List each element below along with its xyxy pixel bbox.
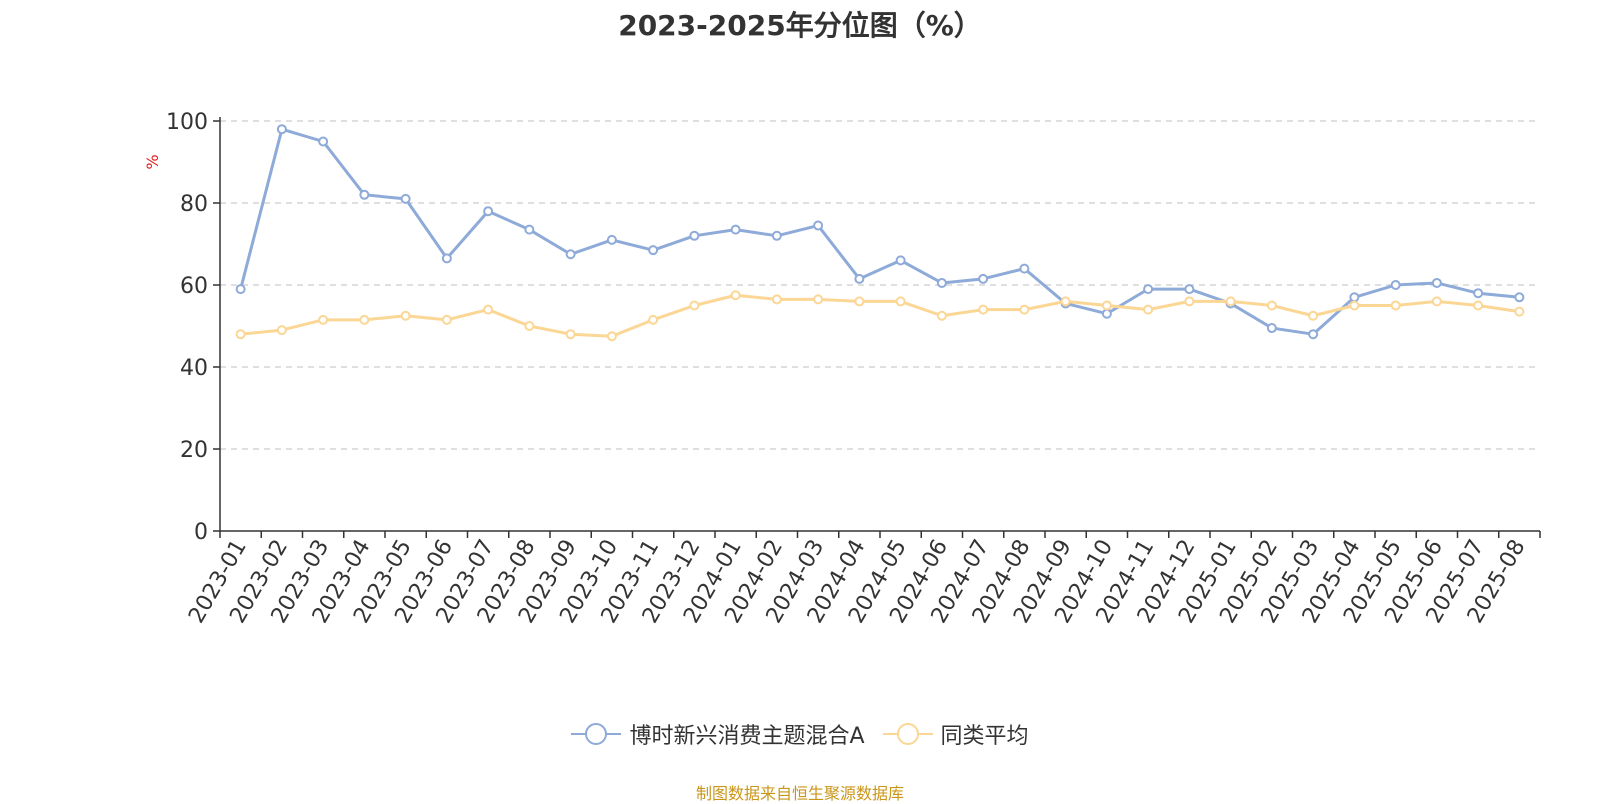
data-point-series-1 xyxy=(1514,292,1525,303)
legend-swatch-average-icon xyxy=(882,723,933,745)
legend-item-average[interactable]: 同类平均 xyxy=(882,718,1029,750)
data-point-series-2 xyxy=(1308,310,1319,321)
legend-label-fund: 博时新兴消费主题混合A xyxy=(629,724,865,749)
grid-lines xyxy=(220,120,1540,450)
data-point-series-1 xyxy=(1266,323,1277,334)
data-point-series-1 xyxy=(400,193,411,204)
data-point-series-1 xyxy=(1349,292,1360,303)
data-point-series-1 xyxy=(936,277,947,288)
data-point-series-1 xyxy=(524,224,535,235)
data-point-series-1 xyxy=(1143,284,1154,295)
data-point-series-2 xyxy=(648,314,659,325)
data-point-series-2 xyxy=(813,294,824,305)
data-point-series-2 xyxy=(689,300,700,311)
data-point-series-1 xyxy=(978,273,989,284)
data-point-series-2 xyxy=(400,310,411,321)
data-point-series-2 xyxy=(524,321,535,331)
data-point-series-1 xyxy=(606,234,617,245)
data-point-series-2 xyxy=(606,331,617,342)
data-point-series-2 xyxy=(1349,300,1360,311)
y-tick-label: 80 xyxy=(180,192,208,217)
data-point-series-2 xyxy=(1019,304,1030,315)
data-point-series-1 xyxy=(1308,329,1319,340)
y-tick-label: 40 xyxy=(180,356,208,381)
data-point-series-2 xyxy=(318,314,329,325)
legend-swatch-fund-icon xyxy=(571,723,622,745)
data-point-series-1 xyxy=(483,206,494,217)
axes: 0204060801002023-012023-022023-032023-04… xyxy=(166,110,1541,628)
data-point-series-2 xyxy=(1101,300,1112,311)
series-lines xyxy=(235,124,1525,342)
data-point-series-2 xyxy=(1184,296,1195,307)
data-point-series-1 xyxy=(1390,280,1401,290)
data-point-series-2 xyxy=(1266,300,1277,311)
y-tick-label: 0 xyxy=(194,520,208,545)
data-point-series-1 xyxy=(689,230,700,241)
data-point-series-2 xyxy=(1514,306,1525,317)
data-point-series-2 xyxy=(359,314,370,325)
legend: 博时新兴消费主题混合A 同类平均 xyxy=(0,718,1600,750)
data-point-series-1 xyxy=(318,136,329,147)
series-line-1 xyxy=(239,127,1520,336)
data-point-series-2 xyxy=(235,329,246,340)
series-line-2 xyxy=(240,293,1520,338)
y-axis-label: % xyxy=(143,154,162,169)
data-point-series-2 xyxy=(1225,296,1236,307)
source-note: 制图数据来自恒生聚源数据库 xyxy=(695,784,904,803)
data-point-series-1 xyxy=(1101,308,1112,319)
data-point-series-2 xyxy=(771,294,782,305)
chart-title: 2023-2025年分位图（%） xyxy=(618,9,982,42)
data-point-series-2 xyxy=(1143,304,1154,315)
data-point-series-1 xyxy=(771,230,782,241)
data-point-series-2 xyxy=(936,310,947,321)
data-point-series-1 xyxy=(359,189,370,200)
data-point-series-2 xyxy=(895,296,906,307)
data-point-series-2 xyxy=(1473,300,1484,311)
data-point-series-1 xyxy=(1431,277,1442,288)
data-point-series-2 xyxy=(1390,300,1401,311)
data-point-series-2 xyxy=(854,296,865,307)
data-point-series-2 xyxy=(441,314,452,325)
data-point-series-1 xyxy=(1019,263,1030,274)
data-point-series-1 xyxy=(1473,288,1484,299)
data-point-series-1 xyxy=(895,255,906,266)
data-point-series-1 xyxy=(1184,284,1195,295)
legend-label-average: 同类平均 xyxy=(940,724,1029,749)
data-point-series-2 xyxy=(1431,296,1442,307)
data-point-series-2 xyxy=(483,304,494,315)
data-point-series-1 xyxy=(648,245,659,256)
data-point-series-1 xyxy=(276,124,287,135)
y-tick-label: 20 xyxy=(180,438,208,463)
data-point-series-1 xyxy=(565,249,576,260)
y-tick-label: 60 xyxy=(180,274,208,299)
data-point-series-2 xyxy=(978,304,989,315)
data-point-series-1 xyxy=(235,284,246,295)
data-point-series-1 xyxy=(441,253,452,264)
y-tick-label: 100 xyxy=(166,110,208,135)
data-point-series-1 xyxy=(854,273,865,284)
legend-item-fund[interactable]: 博时新兴消费主题混合A xyxy=(571,718,865,750)
data-point-series-1 xyxy=(730,224,741,235)
data-point-series-2 xyxy=(276,325,287,336)
data-point-series-1 xyxy=(813,220,824,231)
data-point-series-2 xyxy=(1060,296,1071,307)
data-point-series-2 xyxy=(730,290,741,301)
data-point-series-2 xyxy=(565,329,576,340)
